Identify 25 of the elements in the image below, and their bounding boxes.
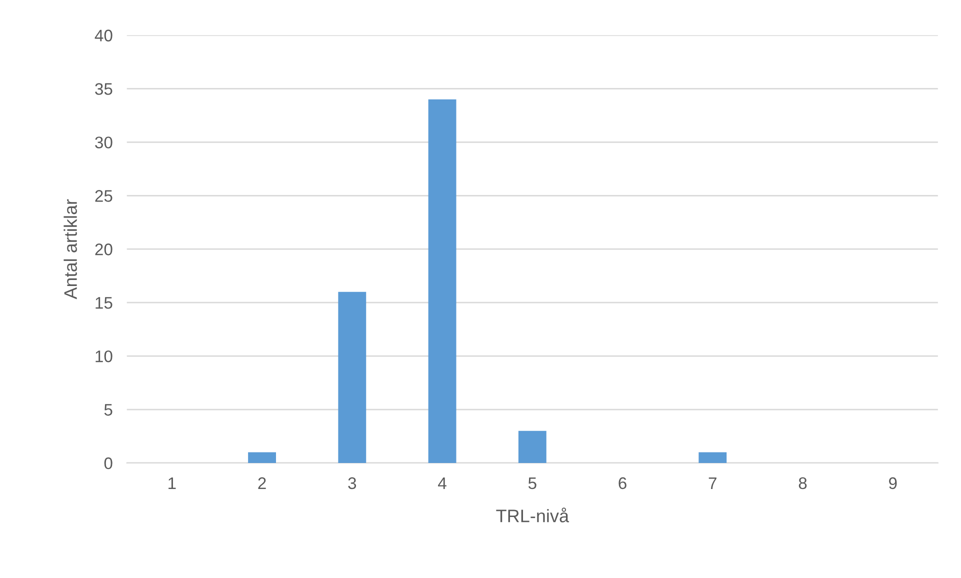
- y-tick-label: 25: [95, 190, 112, 202]
- x-tick-label: 8: [798, 477, 807, 490]
- y-tick-label: 40: [94, 30, 112, 42]
- x-tick-label: 1: [168, 477, 176, 489]
- y-tick-label: 35: [95, 83, 112, 95]
- x-tick-label: 2: [258, 477, 266, 489]
- y-tick-label: 20: [95, 244, 112, 256]
- bar: [698, 452, 727, 463]
- bar: [428, 99, 456, 463]
- bar: [338, 292, 366, 463]
- x-tick-label: 4: [438, 477, 446, 489]
- x-tick-label: 6: [618, 477, 626, 490]
- bar: [248, 452, 276, 463]
- y-tick-label: 30: [95, 136, 112, 148]
- x-tick-label: 9: [889, 477, 897, 490]
- x-tick-label: 3: [348, 477, 356, 490]
- y-tick-label: 15: [96, 297, 112, 309]
- x-tick-label: 7: [708, 477, 716, 489]
- x-tick-label: 5: [528, 477, 536, 490]
- x-axis-title: TRL-nivå: [496, 508, 570, 522]
- y-axis-title: Antal artiklar: [64, 199, 77, 300]
- bar: [518, 430, 546, 463]
- y-tick-label: 0: [104, 457, 112, 470]
- y-tick-label: 10: [96, 350, 112, 362]
- y-tick-label: 5: [104, 404, 112, 416]
